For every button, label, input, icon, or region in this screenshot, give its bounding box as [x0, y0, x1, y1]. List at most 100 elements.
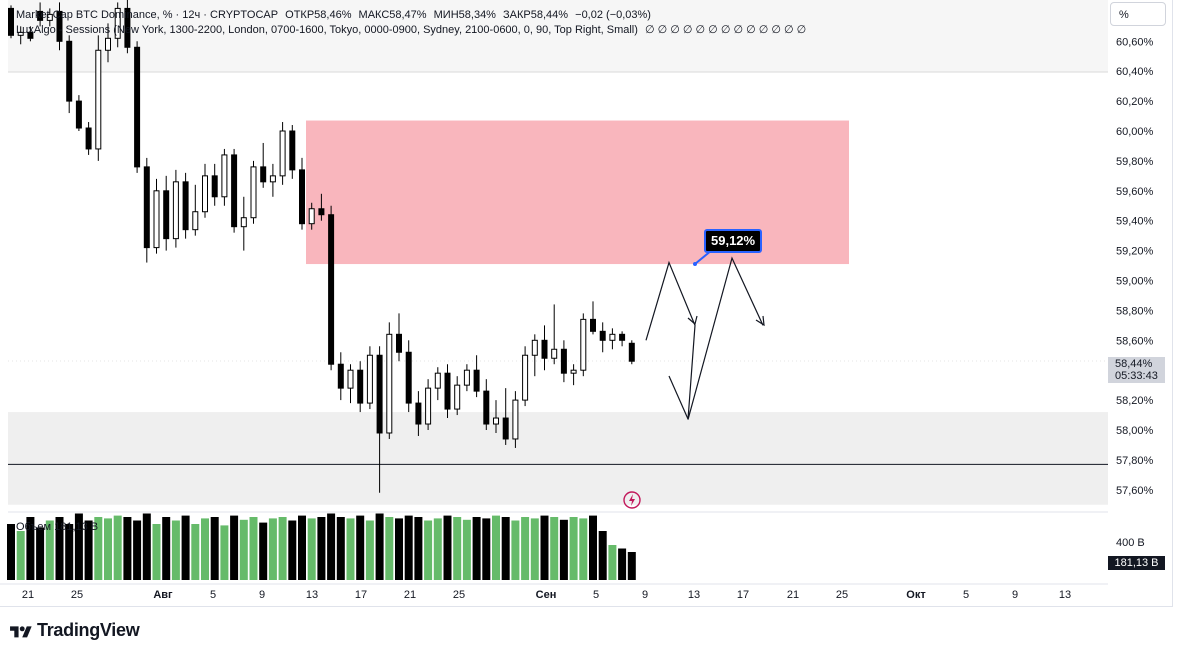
tradingview-logo[interactable]: TradingView [10, 620, 140, 641]
volume-bar [579, 518, 588, 580]
candle [434, 367, 441, 401]
candle [56, 2, 63, 51]
volume-bar [16, 531, 25, 580]
candle [105, 23, 111, 63]
volume-bar [259, 522, 268, 580]
volume-bar [598, 531, 607, 580]
candle [502, 388, 509, 445]
volume-bar [220, 525, 229, 580]
volume-bar [569, 517, 578, 580]
candle-body [202, 175, 208, 213]
candle [522, 346, 529, 407]
candle-body [105, 37, 111, 51]
candle-body [473, 369, 480, 392]
time-tick-label: 5 [210, 589, 216, 601]
candle [386, 322, 393, 439]
legend-symbol[interactable]: Market Cap BTC Dominance, % · 12ч · CRYP… [16, 9, 279, 21]
candle [114, 2, 121, 48]
candle [95, 35, 102, 161]
time-tick-label: Окт [906, 589, 926, 601]
time-tick-label: 13 [306, 589, 318, 601]
candle-body [221, 154, 228, 198]
scale-percent-button[interactable]: % [1110, 2, 1166, 26]
legend-change: −0,02 (−0,03%) [575, 9, 651, 21]
candle [609, 328, 616, 350]
candle-body [628, 342, 635, 362]
candle-body [75, 100, 82, 129]
candle-body [619, 333, 626, 341]
candle-body [172, 181, 179, 240]
callout-anchor [693, 262, 697, 266]
chart-frame[interactable]: 60,60% 60,40% 60,20% 60,00% 59,80% 59,60% 59,4… [0, 0, 1173, 607]
candle-body [454, 384, 461, 410]
time-tick-label: 21 [404, 589, 416, 601]
candle-body [299, 169, 305, 225]
candle [454, 376, 461, 416]
arrow-head [687, 315, 698, 326]
candle [66, 35, 73, 114]
volume-bar [210, 517, 219, 580]
time-tick-label: 25 [71, 589, 83, 601]
volume-bar [453, 517, 462, 580]
volume-bar [395, 518, 403, 580]
candle [425, 379, 432, 430]
volume-bar [249, 517, 258, 580]
candle [192, 184, 199, 236]
candle-body [56, 10, 63, 42]
volume-bar [162, 517, 171, 580]
volume-bar [152, 524, 161, 580]
price-callout[interactable]: 59,12% [704, 229, 763, 253]
candle-body [551, 348, 558, 359]
candle [551, 304, 558, 365]
candle-body [182, 181, 189, 231]
candle [463, 364, 470, 392]
candle [299, 157, 305, 230]
price-tick-label: 57,60% [1116, 485, 1154, 497]
volume-bar [424, 520, 433, 580]
candle-body [289, 130, 296, 171]
candle [231, 148, 238, 233]
legend-close: ЗАКР58,44% [503, 9, 569, 21]
candle [512, 391, 519, 448]
candle-body [541, 339, 548, 359]
candle [134, 41, 141, 173]
candle-body [66, 40, 73, 102]
projection-path-low [668, 375, 689, 420]
current-price-label: 58,44% 05:33:43 [1108, 357, 1165, 383]
candle [182, 172, 189, 239]
candle-body [37, 10, 44, 21]
volume-bar [142, 513, 151, 580]
volume-bar [201, 518, 209, 580]
volume-bar [521, 517, 530, 580]
candle [318, 193, 325, 221]
candle [628, 340, 635, 365]
volume-bar [278, 517, 287, 580]
volume-bar [7, 524, 15, 580]
candle [202, 163, 208, 218]
candle [366, 346, 373, 410]
legend-low: МИН58,34% [433, 9, 496, 21]
candle-body [211, 175, 218, 198]
candle [289, 125, 296, 179]
volume-bar [268, 518, 277, 580]
price-tick-label: 58,20% [1116, 395, 1154, 407]
supply-zone [306, 120, 849, 265]
volume-bar [65, 524, 74, 580]
volume-bar [171, 520, 180, 580]
candle-body [609, 333, 616, 341]
chart-canvas[interactable]: 60,60% 60,40% 60,20% 60,00% 59,80% 59,60% 59,4… [0, 0, 1172, 606]
candle [619, 331, 626, 347]
price-tick-label: 59,80% [1116, 156, 1154, 168]
candle-body [405, 351, 412, 404]
time-tick-label: 17 [355, 589, 367, 601]
candle-body [434, 372, 441, 389]
volume-bar [230, 515, 239, 580]
volume-bar [327, 513, 336, 580]
candle [308, 202, 315, 230]
candle [493, 400, 499, 433]
indicator-name[interactable]: LuxAlgo - Sessions (New York, 1300-2200,… [16, 24, 638, 36]
candle [250, 160, 257, 224]
lightning-icon-ring [623, 491, 641, 509]
volume-bar [375, 513, 384, 580]
candle-body [328, 214, 335, 365]
